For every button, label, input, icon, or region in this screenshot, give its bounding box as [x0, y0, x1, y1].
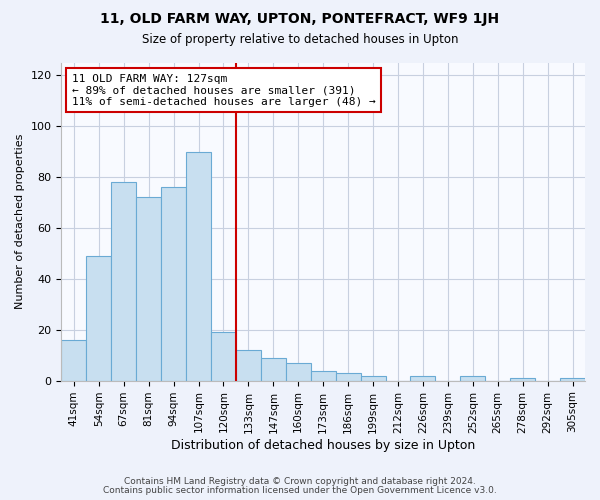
- Text: 11, OLD FARM WAY, UPTON, PONTEFRACT, WF9 1JH: 11, OLD FARM WAY, UPTON, PONTEFRACT, WF9…: [100, 12, 500, 26]
- X-axis label: Distribution of detached houses by size in Upton: Distribution of detached houses by size …: [171, 440, 475, 452]
- Text: 11 OLD FARM WAY: 127sqm
← 89% of detached houses are smaller (391)
11% of semi-d: 11 OLD FARM WAY: 127sqm ← 89% of detache…: [72, 74, 376, 107]
- Bar: [510, 378, 535, 380]
- Bar: [136, 198, 161, 380]
- Text: Contains public sector information licensed under the Open Government Licence v3: Contains public sector information licen…: [103, 486, 497, 495]
- Bar: [560, 378, 585, 380]
- Bar: [361, 376, 386, 380]
- Bar: [161, 187, 186, 380]
- Text: Contains HM Land Registry data © Crown copyright and database right 2024.: Contains HM Land Registry data © Crown c…: [124, 477, 476, 486]
- Bar: [61, 340, 86, 380]
- Y-axis label: Number of detached properties: Number of detached properties: [15, 134, 25, 310]
- Text: Size of property relative to detached houses in Upton: Size of property relative to detached ho…: [142, 32, 458, 46]
- Bar: [311, 370, 335, 380]
- Bar: [286, 363, 311, 380]
- Bar: [335, 373, 361, 380]
- Bar: [236, 350, 261, 380]
- Bar: [111, 182, 136, 380]
- Bar: [186, 152, 211, 380]
- Bar: [211, 332, 236, 380]
- Bar: [460, 376, 485, 380]
- Bar: [86, 256, 111, 380]
- Bar: [261, 358, 286, 380]
- Bar: [410, 376, 436, 380]
